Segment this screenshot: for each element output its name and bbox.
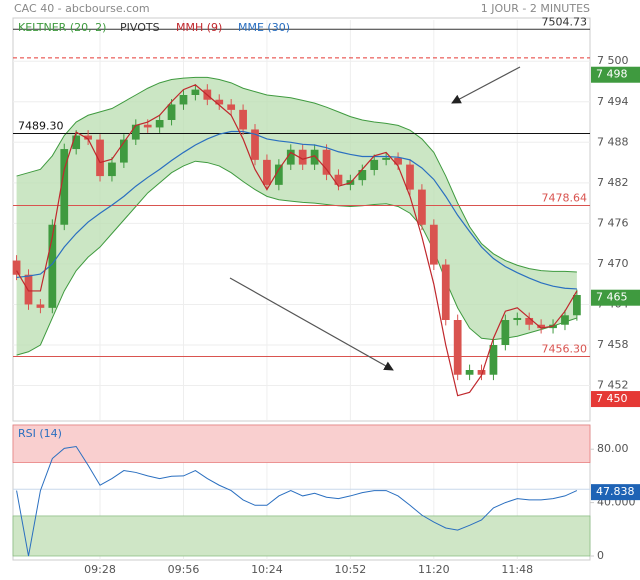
candle-body bbox=[274, 164, 283, 185]
candle-body bbox=[453, 320, 462, 375]
x-tick-label: 10:24 bbox=[251, 563, 283, 576]
y-tick-label: 7 500 bbox=[597, 54, 629, 67]
y-tick-label: 7 482 bbox=[597, 176, 629, 189]
mmh-line bbox=[16, 84, 578, 397]
y-tick-label: 7 494 bbox=[597, 95, 629, 108]
candle-body bbox=[24, 274, 33, 305]
keltner-lower bbox=[16, 160, 578, 356]
candle-body bbox=[298, 149, 307, 165]
keltner-band bbox=[16, 77, 577, 356]
candle-body bbox=[501, 320, 510, 345]
rsi-marker-label: 47.838 bbox=[596, 485, 635, 498]
candle-body bbox=[465, 370, 474, 375]
pivot-label: 7478.64 bbox=[542, 192, 588, 205]
candle-body bbox=[358, 170, 367, 181]
candle-body bbox=[429, 224, 438, 265]
annotation-arrow bbox=[229, 277, 394, 371]
y-tick-label: 7 458 bbox=[597, 338, 629, 351]
rsi-zone bbox=[12, 515, 591, 557]
candle-body bbox=[418, 189, 426, 225]
candle-body bbox=[227, 104, 236, 110]
rsi-marker bbox=[591, 484, 640, 501]
candle-body bbox=[322, 149, 331, 175]
legend-pivots: PIVOTS bbox=[120, 21, 160, 34]
candle-body bbox=[72, 135, 81, 150]
keltner-upper bbox=[16, 76, 577, 273]
rsi-zone bbox=[12, 424, 591, 463]
candle-body bbox=[215, 99, 224, 105]
candle-body bbox=[489, 345, 498, 375]
candle-body bbox=[406, 164, 414, 190]
x-tick-label: 10:52 bbox=[335, 563, 367, 576]
candle-body bbox=[119, 139, 128, 163]
x-tick-label: 11:48 bbox=[501, 563, 533, 576]
pivot-label: 7504.73 bbox=[542, 15, 588, 28]
candle-body bbox=[525, 317, 534, 325]
candle-body bbox=[334, 174, 343, 185]
candle-body bbox=[394, 157, 402, 165]
pivot-label: 7456.30 bbox=[542, 342, 588, 355]
pivot-label: 7489.30 bbox=[18, 120, 64, 133]
price-marker-label: 7 498 bbox=[596, 68, 628, 81]
candle-body bbox=[143, 124, 152, 128]
candle-body bbox=[167, 104, 176, 120]
candle-body bbox=[191, 89, 200, 95]
x-tick-label: 11:20 bbox=[418, 563, 450, 576]
candle-body bbox=[251, 129, 259, 160]
x-tick-label: 09:28 bbox=[84, 563, 116, 576]
header-title: CAC 40 - abcbourse.com bbox=[14, 2, 150, 15]
candle-body bbox=[60, 149, 69, 225]
price-marker-label: 7 450 bbox=[596, 392, 628, 405]
candle-body bbox=[477, 370, 486, 375]
price-marker bbox=[591, 289, 640, 306]
header-period: 1 JOUR - 2 MINUTES bbox=[481, 2, 590, 15]
candle-body bbox=[155, 120, 164, 128]
candle-body bbox=[12, 260, 21, 275]
price-marker bbox=[591, 391, 640, 408]
y-tick-label: 7 476 bbox=[597, 216, 629, 229]
candle-body bbox=[286, 149, 295, 165]
mme-line bbox=[16, 130, 577, 290]
y-tick-label: 7 452 bbox=[597, 379, 629, 392]
rsi-line bbox=[16, 445, 578, 557]
candle-body bbox=[108, 162, 116, 177]
candle-body bbox=[310, 149, 319, 165]
x-tick-label: 09:56 bbox=[168, 563, 200, 576]
y-tick-label: 7 470 bbox=[597, 257, 629, 270]
candle-body bbox=[96, 139, 104, 177]
candle-body bbox=[84, 135, 92, 140]
annotation-arrow bbox=[451, 66, 521, 104]
y-tick-label: 80.00 bbox=[597, 442, 629, 455]
legend-mmh: MMH (9) bbox=[176, 21, 222, 34]
candle-body bbox=[537, 324, 545, 329]
candle-body bbox=[179, 95, 188, 105]
candle-body bbox=[382, 157, 391, 160]
legend-mme: MME (30) bbox=[238, 21, 290, 34]
y-tick-label: 0 bbox=[597, 549, 604, 562]
y-tick-label: 7 488 bbox=[597, 135, 629, 148]
candle-body bbox=[573, 295, 581, 316]
candle-body bbox=[131, 124, 140, 140]
candle-body bbox=[36, 304, 45, 308]
rsi-title: RSI (14) bbox=[18, 427, 62, 440]
candle-body bbox=[561, 315, 569, 325]
legend-keltner: KELTNER (20, 2) bbox=[18, 21, 106, 34]
price-marker-label: 7 465 bbox=[596, 291, 628, 304]
candle-body bbox=[48, 224, 57, 308]
candle-body bbox=[441, 264, 450, 320]
candle-body bbox=[263, 159, 271, 185]
candle-body bbox=[239, 109, 247, 130]
candle-body bbox=[370, 159, 379, 170]
price-marker bbox=[591, 66, 640, 83]
candle-body bbox=[513, 317, 522, 320]
